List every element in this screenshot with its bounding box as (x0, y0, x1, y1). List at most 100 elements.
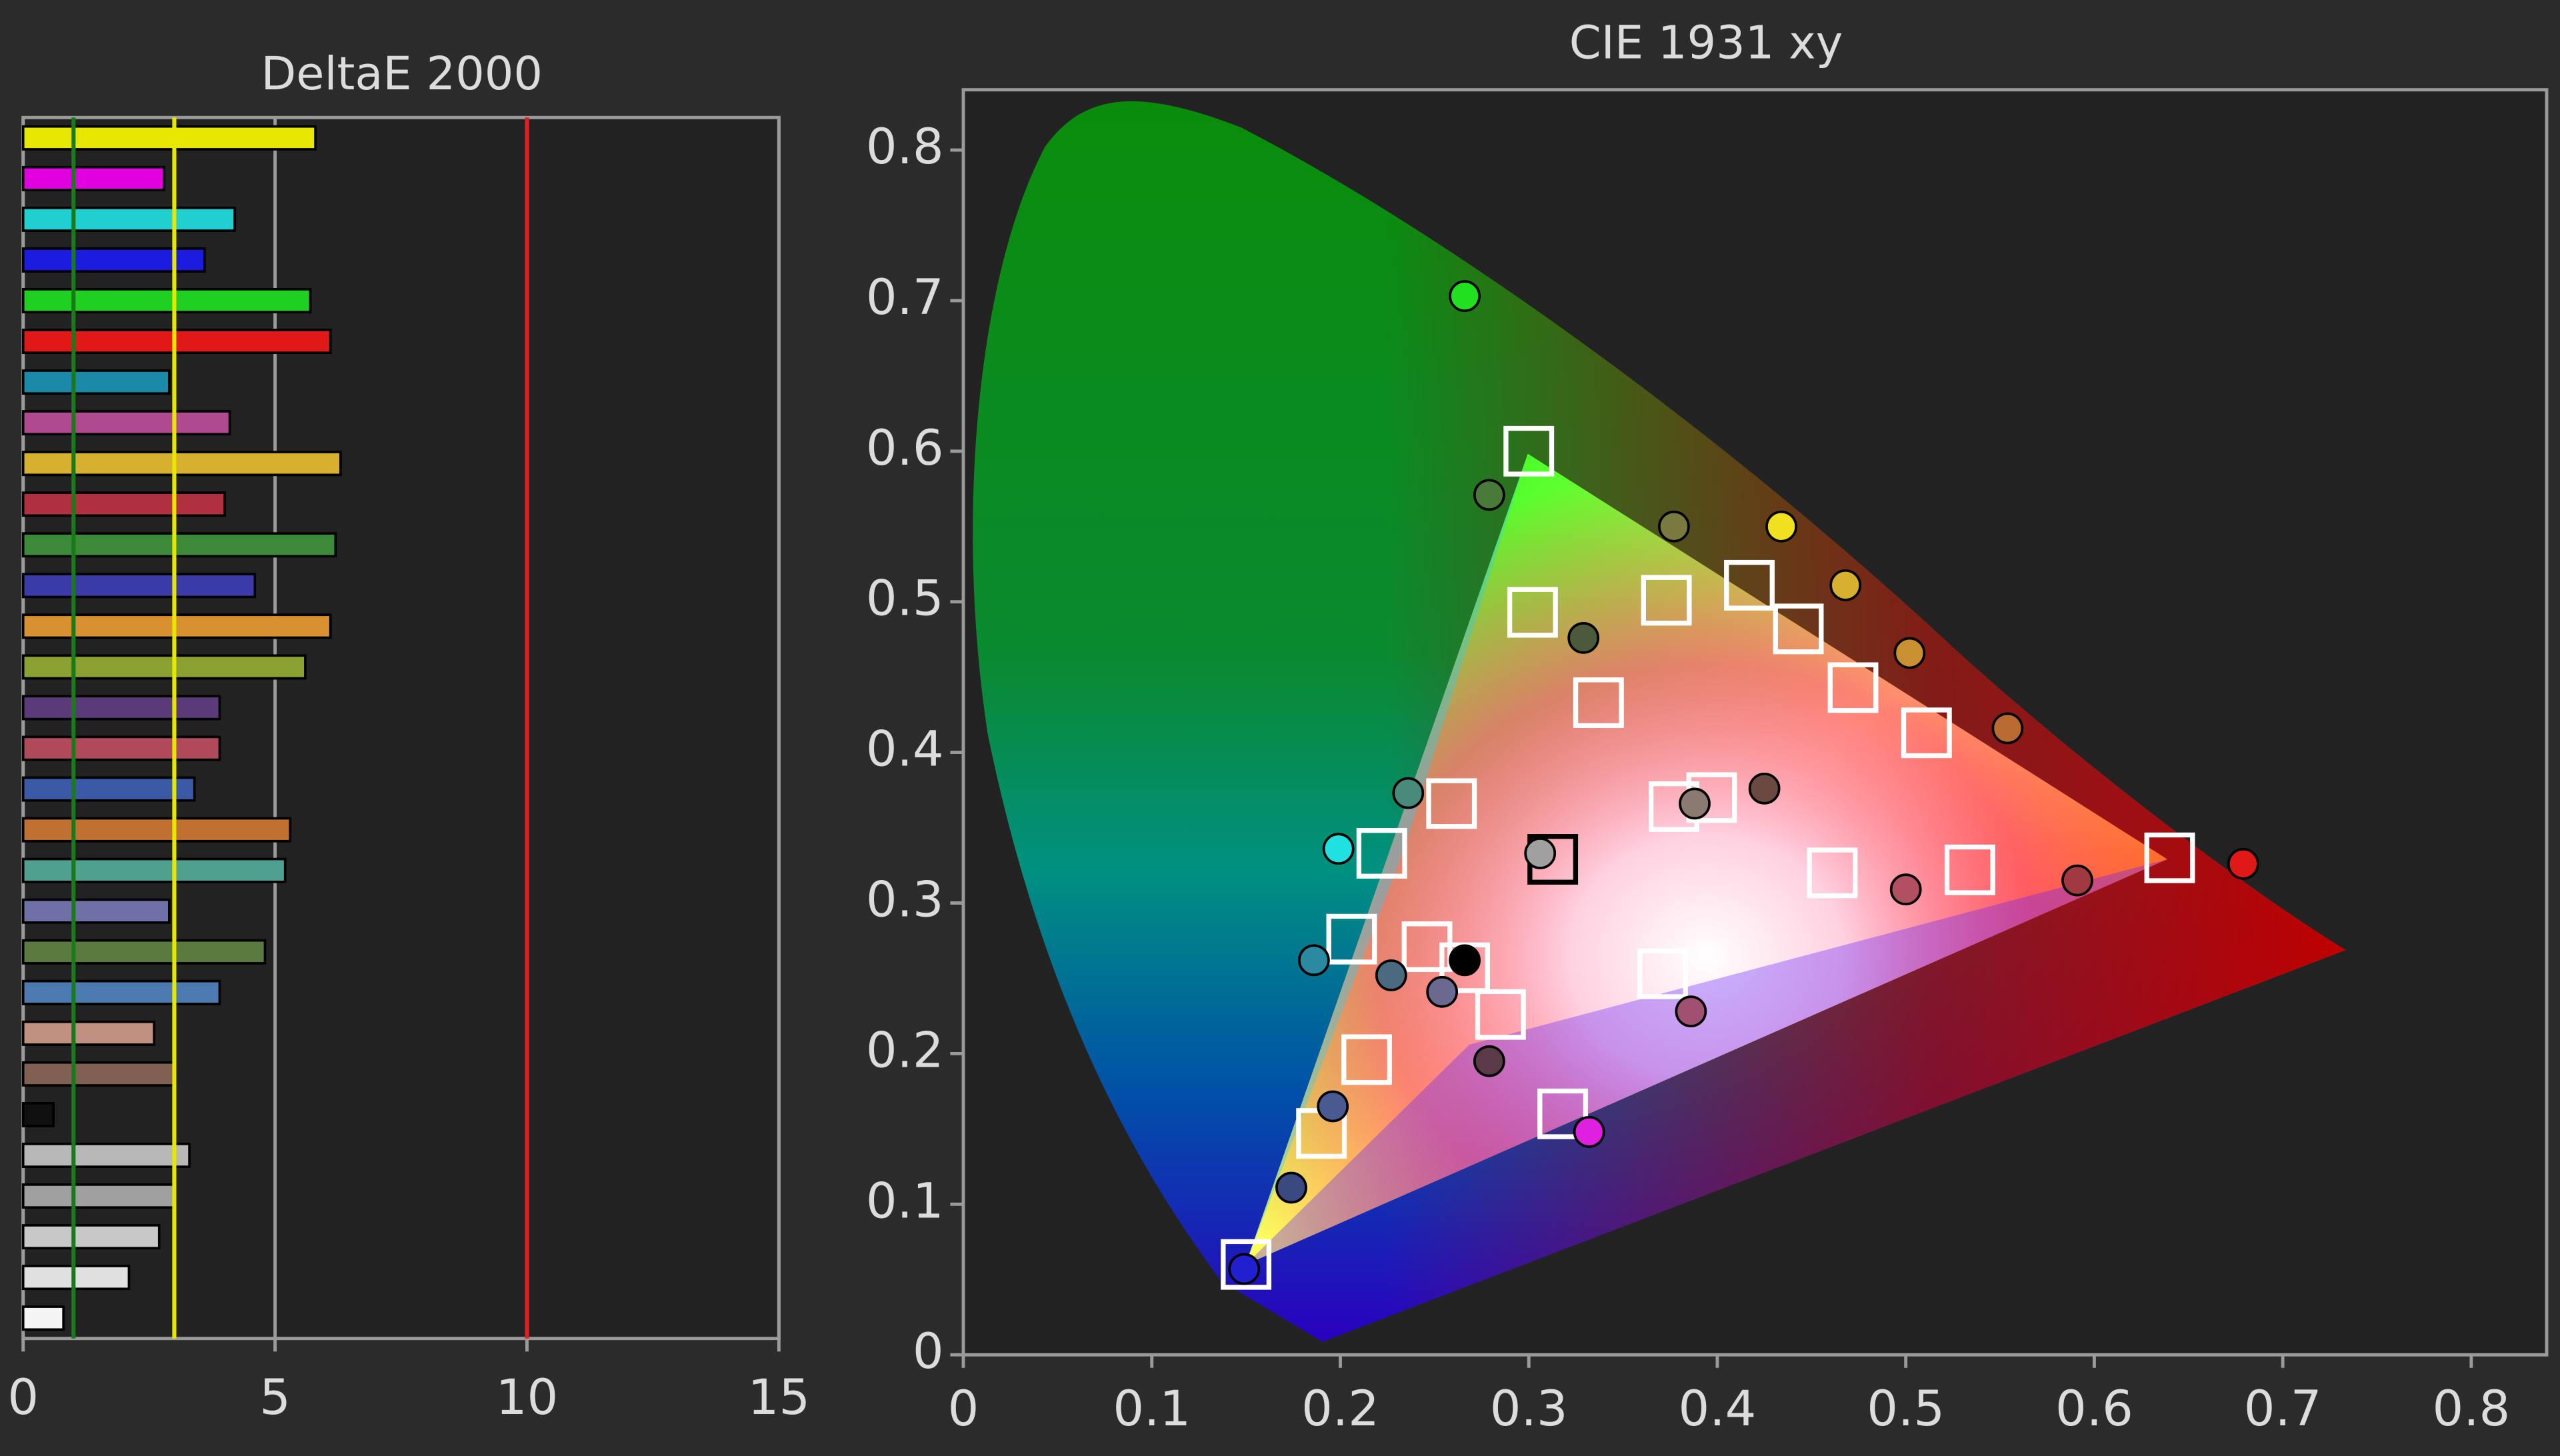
bar (21, 125, 317, 151)
target-square (1641, 575, 1692, 626)
bar (21, 654, 307, 680)
y-tick-label: 0.6 (866, 420, 944, 477)
x-tick-label: 0.4 (1679, 1381, 1757, 1437)
x-tick-label: 0.2 (1301, 1381, 1379, 1437)
chart-title: DeltaE 2000 (261, 47, 543, 101)
bar (21, 1305, 65, 1331)
target-square (1507, 587, 1558, 638)
target-square (1221, 1239, 1272, 1290)
x-tick-label: 0.8 (2432, 1381, 2510, 1437)
bar (21, 939, 267, 965)
bar (21, 247, 206, 273)
target-square (1773, 603, 1824, 655)
measured-point (1298, 944, 1330, 977)
measured-point (1991, 712, 2024, 745)
measured-point (2227, 847, 2259, 880)
bar (21, 817, 292, 843)
x-tick-label: 5 (259, 1369, 291, 1426)
target-square (1807, 847, 1858, 899)
measured-point (1228, 1253, 1261, 1285)
bar (21, 573, 257, 599)
bar (21, 288, 312, 313)
x-tick-label: 0 (7, 1369, 39, 1426)
measured-point (1748, 772, 1781, 805)
chart-title: CIE 1931 xy (1569, 17, 1843, 70)
x-tick-label: 0.3 (1490, 1381, 1568, 1437)
measured-point (1829, 569, 1862, 601)
measured-point (1765, 510, 1797, 543)
target-square (1537, 1088, 1589, 1139)
target-square (1901, 707, 1952, 759)
measured-point (1275, 1171, 1307, 1204)
measured-point (1317, 1090, 1349, 1123)
bar (21, 329, 332, 355)
bar (21, 165, 166, 191)
measured-point (1392, 777, 1425, 809)
bar (21, 857, 287, 883)
x-tick-label: 10 (496, 1369, 558, 1426)
bar (21, 451, 342, 477)
x-tick-label: 0.5 (1867, 1381, 1945, 1437)
bar (21, 410, 231, 436)
target-square (1475, 989, 1526, 1040)
y-tick-label: 0.1 (866, 1173, 944, 1229)
measured-point (1473, 1045, 1505, 1077)
bar (21, 1061, 176, 1087)
target-square (1326, 913, 1377, 965)
target-square (1341, 1034, 1393, 1085)
measured-point (1679, 787, 1711, 820)
measured-point (1893, 637, 1926, 669)
y-tick-label: 0.7 (866, 269, 944, 326)
target-square (1944, 844, 1995, 895)
target-square (1503, 425, 1555, 477)
bar (21, 979, 221, 1005)
measured-point (1524, 837, 1557, 869)
bar (21, 776, 196, 802)
measured-point (1426, 975, 1459, 1008)
y-tick-label: 0.3 (866, 872, 944, 929)
bar (21, 898, 171, 924)
target-square (1827, 662, 1879, 713)
target-square (1426, 778, 1477, 829)
target-square (2144, 832, 2195, 883)
bar (21, 491, 226, 517)
measured-point (2061, 864, 2093, 897)
bar (21, 1224, 161, 1250)
bar (21, 613, 332, 639)
bar (21, 532, 337, 558)
measured-point (1889, 873, 1922, 906)
bar (21, 1265, 131, 1291)
y-tick-label: 0.8 (866, 119, 944, 175)
x-tick-label: 0.1 (1113, 1381, 1191, 1437)
measured-point (1573, 1115, 1605, 1148)
measured-point (1675, 995, 1707, 1028)
bar (21, 1020, 156, 1046)
measured-point (1449, 280, 1481, 313)
bar (21, 206, 236, 232)
measured-point (1322, 833, 1355, 865)
measured-point (1449, 944, 1481, 977)
bar (21, 1183, 176, 1209)
x-tick-label: 0.7 (2244, 1381, 2322, 1437)
target-square (1356, 828, 1407, 879)
bar (21, 1143, 191, 1168)
bar (21, 695, 221, 721)
measured-point (1375, 959, 1407, 991)
measured-point (1473, 479, 1505, 511)
measured-point (1567, 622, 1600, 654)
x-tick-label: 15 (748, 1369, 810, 1426)
measured-point (1658, 510, 1690, 543)
bar (21, 735, 221, 761)
y-tick-label: 0.4 (866, 721, 944, 778)
bar (21, 1101, 55, 1127)
bar-plot-area (21, 115, 781, 1341)
x-tick-label: 0.6 (2055, 1381, 2133, 1437)
y-tick-label: 0 (913, 1323, 944, 1380)
bar (21, 369, 171, 395)
y-tick-label: 0.2 (866, 1022, 944, 1079)
y-tick-label: 0.5 (866, 571, 944, 627)
target-square (1573, 677, 1624, 729)
